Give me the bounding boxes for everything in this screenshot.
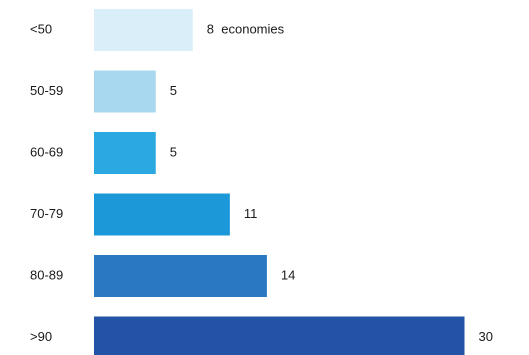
bar-3: [94, 193, 230, 236]
bar-2: [94, 132, 156, 174]
value-label-2: 5: [170, 144, 177, 159]
category-label-0: <50: [30, 21, 52, 36]
bar-1: [94, 70, 156, 113]
value-label-5: 30: [479, 329, 493, 344]
category-labels: <50 50-59 60-69 70-79 80-89 >90: [30, 21, 63, 344]
category-label-1: 50-59: [30, 83, 63, 98]
value-label-4: 14: [281, 267, 295, 282]
value-label-1: 5: [170, 83, 177, 98]
category-label-4: 80-89: [30, 267, 63, 282]
bar-5: [94, 316, 465, 355]
category-label-2: 60-69: [30, 144, 63, 159]
value-label-3: 11: [244, 206, 258, 221]
category-label-5: >90: [30, 329, 52, 344]
bar-0: [94, 9, 193, 51]
value-label-0: 8 economies: [207, 21, 285, 36]
value-labels: 8 economies 5 5 11 14 30: [170, 21, 493, 344]
bar-4: [94, 255, 267, 297]
category-label-3: 70-79: [30, 206, 63, 221]
bars-layer: [94, 9, 465, 355]
